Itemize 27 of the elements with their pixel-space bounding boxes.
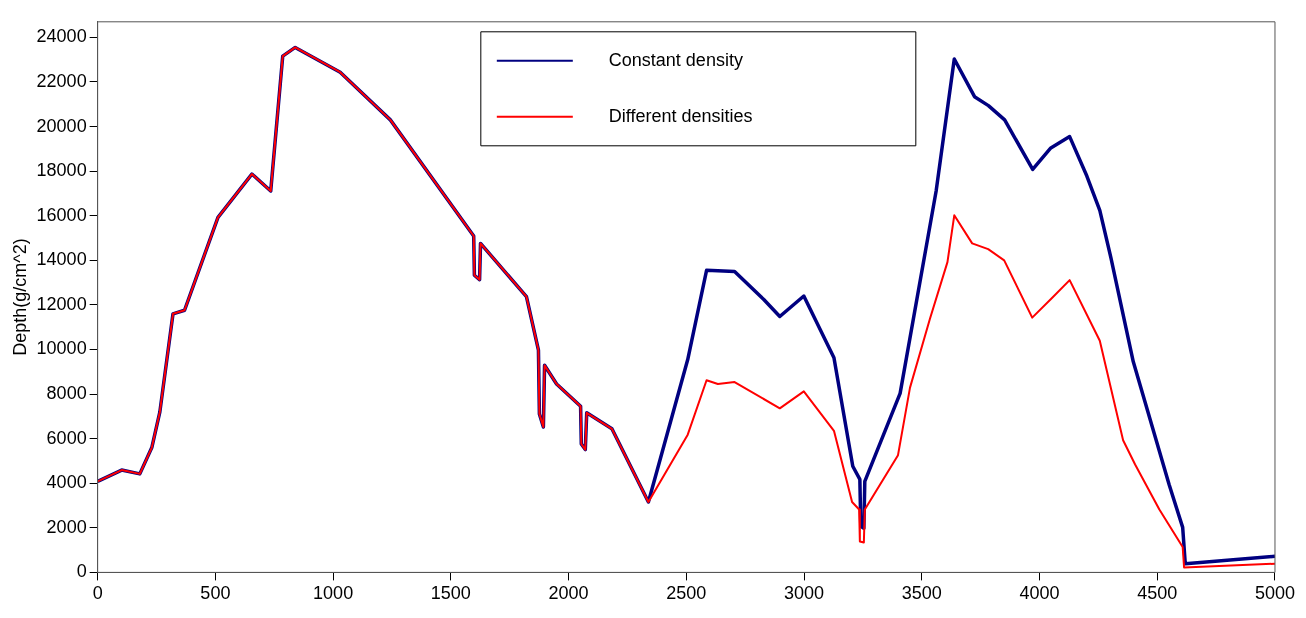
legend-label: Constant density [608, 49, 743, 70]
x-tick-label: 3000 [784, 583, 825, 604]
x-tick-label: 4000 [1019, 583, 1060, 604]
x-tick-label: 3500 [901, 583, 942, 604]
y-tick-label: 6000 [46, 427, 87, 448]
y-tick-label: 2000 [46, 516, 87, 537]
x-tick-label: 500 [200, 583, 231, 604]
y-tick-label: 16000 [36, 204, 87, 225]
y-tick-label: 14000 [36, 249, 87, 270]
legend-label: Different densities [608, 105, 753, 126]
x-tick-label: 1500 [430, 583, 471, 604]
x-tick-label: 1000 [313, 583, 354, 604]
x-tick-label: 4500 [1137, 583, 1178, 604]
y-axis-title: Depth(g/cm^2) [9, 238, 30, 356]
x-tick-label: 2000 [548, 583, 589, 604]
x-tick-label: 2500 [666, 583, 707, 604]
y-tick-label: 0 [76, 561, 87, 582]
y-tick-label: 22000 [36, 70, 87, 91]
x-tick-label: 5000 [1254, 583, 1295, 604]
y-tick-label: 12000 [36, 293, 87, 314]
y-tick-label: 18000 [36, 160, 87, 181]
x-tick-label: 0 [92, 583, 103, 604]
y-tick-label: 24000 [36, 26, 87, 47]
y-tick-label: 10000 [36, 338, 87, 359]
y-tick-label: 20000 [36, 115, 87, 136]
y-tick-label: 8000 [46, 383, 87, 404]
y-tick-label: 4000 [46, 472, 87, 493]
